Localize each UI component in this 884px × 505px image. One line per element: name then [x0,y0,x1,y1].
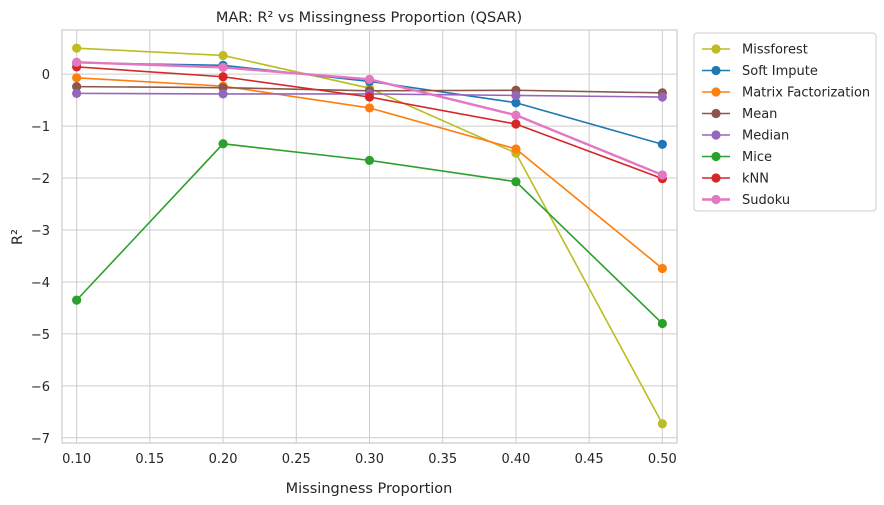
data-point [511,110,521,120]
x-tick-label: 0.30 [355,452,384,467]
data-point [72,57,82,67]
x-tick-label: 0.40 [501,452,530,467]
legend-entry: Mean [702,107,777,122]
legend-label: Median [742,129,789,144]
x-tick-label: 0.50 [648,452,677,467]
legend-marker [711,173,721,183]
series-mice [72,139,667,329]
data-point [218,89,228,99]
y-tick-labels: 0 −1 −2 −3 −4 −5 −6 −7 [31,68,50,447]
x-tick-label: 0.20 [209,452,238,467]
x-tick-label: 0.35 [428,452,457,467]
data-point [364,103,375,113]
legend-marker [711,151,721,162]
data-point [72,295,82,305]
data-point [364,92,375,102]
y-tick-label: −5 [31,328,50,343]
legend-entry: Matrix Factorization [702,86,870,101]
data-point [72,43,82,53]
legend-entry: Sudoku [702,193,790,208]
legend-marker [711,108,721,119]
y-tick-label: −4 [31,276,50,291]
data-point [364,74,375,84]
y-tick-label: −3 [31,224,50,239]
legend: Missforest Soft Impute Matrix Factorizatio… [693,32,877,212]
legend-marker [711,65,721,76]
legend-marker [711,87,721,97]
plot-frame [61,29,678,444]
data-point [657,92,667,102]
data-point [218,50,228,61]
x-tick-label: 0.10 [62,452,91,467]
legend-box [693,32,877,212]
x-tick-label: 0.25 [282,452,311,467]
legend-label: Mean [742,107,777,122]
chart-title: MAR: R² vs Missingness Proportion (QSAR) [216,10,522,26]
y-tick-label: −2 [31,172,50,187]
y-tick-label: −7 [31,432,50,447]
y-tick-label: −1 [31,120,50,135]
data-point [218,72,228,82]
data-point [72,88,82,98]
data-point [657,139,667,149]
x-tick-label: 0.45 [575,452,604,467]
legend-marker [711,194,721,205]
data-point [657,318,667,329]
y-tick-label: 0 [42,68,50,83]
data-point [511,119,521,129]
data-point [657,419,667,429]
data-point [72,82,82,92]
legend-label: Matrix Factorization [742,86,870,101]
data-point [218,139,228,149]
legend-label: Soft Impute [742,64,818,79]
data-point [218,62,228,73]
legend-marker [711,44,721,54]
series-layer [72,43,667,429]
y-tick-label: −6 [31,380,50,395]
grid [62,30,677,443]
data-point [657,170,667,180]
legend-entry: Soft Impute [702,64,818,79]
data-point [72,73,82,83]
legend-entry: Missforest [702,43,808,58]
legend-label: kNN [742,172,769,187]
legend-entry: Median [702,129,789,144]
y-axis-title: R² [10,229,26,245]
data-point [511,144,521,154]
legend-label: Mice [742,150,772,165]
data-point [511,177,521,187]
data-point [364,155,375,165]
legend-entry: kNN [702,172,769,187]
x-axis-title: Missingness Proportion [286,481,453,497]
legend-label: Missforest [742,43,808,58]
data-point [511,90,521,101]
data-point [657,263,667,274]
series-sudoku [72,57,667,180]
x-tick-labels: 0.10 0.15 0.20 0.25 0.30 0.35 0.40 0.45 0.50 [62,452,677,467]
legend-marker [711,130,721,140]
legend-label: Sudoku [742,193,790,208]
data-point [511,98,521,108]
legend-entry: Mice [702,150,772,165]
x-tick-label: 0.15 [135,452,164,467]
